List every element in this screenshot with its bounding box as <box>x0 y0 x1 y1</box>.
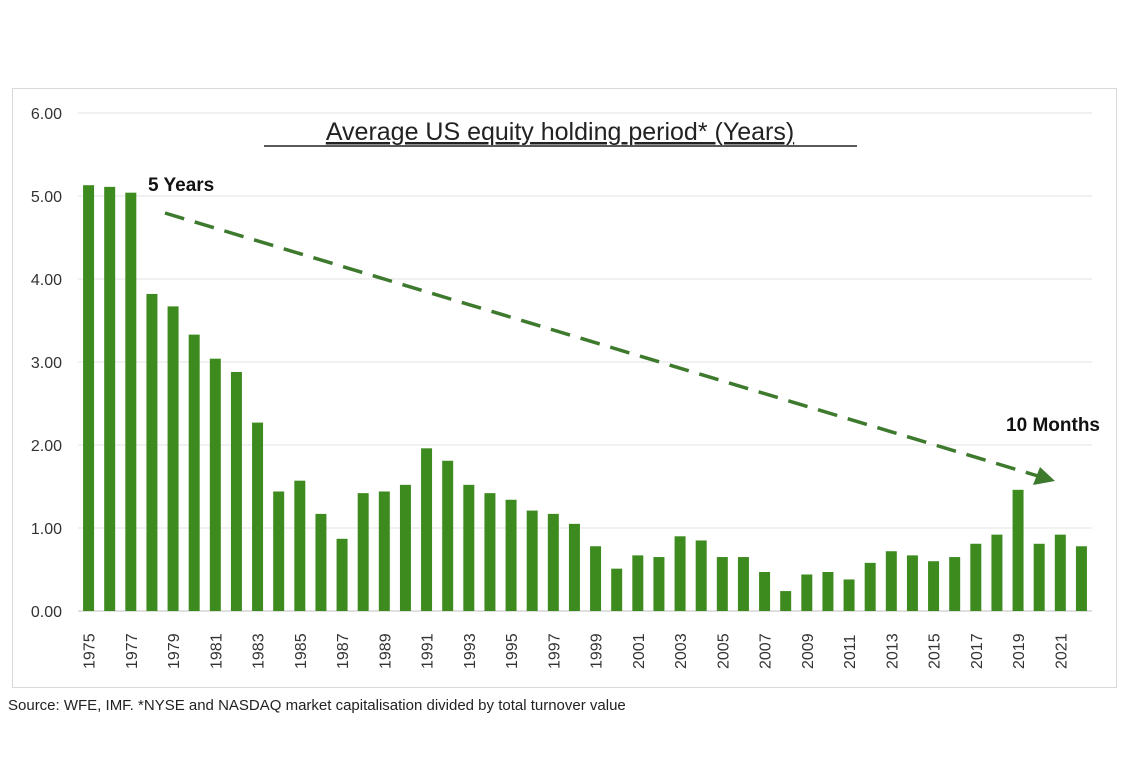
bar-2000 <box>611 568 623 611</box>
bar-2008 <box>780 591 792 611</box>
bar-1988 <box>357 493 369 611</box>
chart-title: Average US equity holding period* (Years… <box>326 118 794 146</box>
bar-2007 <box>759 571 771 611</box>
source-note: Source: WFE, IMF. *NYSE and NASDAQ marke… <box>8 697 626 714</box>
bar-2010 <box>822 571 834 611</box>
x-tick-label: 1991 <box>420 633 437 669</box>
bar-1992 <box>442 460 454 611</box>
bar-2009 <box>801 574 813 611</box>
bar-1996 <box>526 510 538 611</box>
y-tick-label: 0.00 <box>31 604 62 621</box>
gridlines <box>78 112 1092 612</box>
bar-2001 <box>632 555 644 611</box>
chart-frame <box>12 88 1117 688</box>
x-tick-label: 2009 <box>800 633 817 669</box>
y-tick-label: 6.00 <box>31 106 62 123</box>
bar-1999 <box>590 546 602 611</box>
x-tick-label: 1987 <box>335 633 352 669</box>
bar-2012 <box>864 562 876 611</box>
bar-2017 <box>970 543 982 611</box>
x-tick-label: 1995 <box>504 633 521 669</box>
bar-1976 <box>104 186 116 611</box>
x-tick-label: 1993 <box>462 633 479 669</box>
bar-1993 <box>463 484 475 611</box>
bar-2022 <box>1075 546 1087 611</box>
x-tick-label: 2019 <box>1011 633 1028 669</box>
annotation-10-months: 10 Months <box>1006 415 1100 436</box>
x-tick-label: 2001 <box>631 633 648 669</box>
x-tick-label: 2003 <box>673 633 690 669</box>
bar-2011 <box>843 579 855 611</box>
bar-1980 <box>188 334 200 611</box>
bar-1979 <box>167 306 179 611</box>
bar-1998 <box>568 523 580 611</box>
x-tick-label: 1999 <box>589 633 606 669</box>
x-tick-label: 2011 <box>842 634 859 669</box>
bar-2002 <box>653 557 665 611</box>
bar-2003 <box>674 536 686 611</box>
bar-1977 <box>125 192 137 611</box>
x-tick-label: 1989 <box>377 633 394 669</box>
bar-1991 <box>421 448 433 611</box>
bar-1984 <box>273 491 285 611</box>
y-tick-label: 5.00 <box>31 189 62 206</box>
x-tick-label: 1977 <box>124 633 141 669</box>
bar-1987 <box>336 538 348 611</box>
bar-1989 <box>378 491 390 611</box>
bar-1982 <box>230 371 242 611</box>
bar-1997 <box>547 513 559 611</box>
bar-2018 <box>991 534 1003 611</box>
x-tick-label: 1981 <box>208 633 225 669</box>
x-tick-label: 1975 <box>82 633 99 669</box>
bar-1983 <box>252 422 264 611</box>
annotation-5-years: 5 Years <box>148 175 214 196</box>
x-tick-label: 2017 <box>969 633 986 669</box>
bar-1990 <box>399 484 411 611</box>
bar-2005 <box>716 557 728 611</box>
x-tick-label: 2015 <box>927 633 944 669</box>
bar-1978 <box>146 293 158 611</box>
x-tick-label: 1985 <box>293 633 310 669</box>
x-axis-ticks: 1975 1977 1979 1981 1983 1985 1987 1989 1991 1993… <box>82 633 1071 669</box>
bars <box>83 185 1087 611</box>
bar-1975 <box>83 185 95 611</box>
x-tick-label: 2021 <box>1053 633 1070 669</box>
trend-arrow-line <box>164 211 1039 478</box>
bar-2021 <box>1054 534 1066 611</box>
x-tick-label: 1979 <box>166 633 183 669</box>
y-axis-ticks: 0.00 1.00 2.00 3.00 4.00 5.00 6.00 <box>31 106 62 621</box>
x-tick-label: 1997 <box>546 633 563 669</box>
bar-2006 <box>737 557 749 611</box>
y-tick-label: 3.00 <box>31 355 62 372</box>
bar-2019 <box>1012 489 1024 611</box>
x-tick-label: 2005 <box>715 633 732 669</box>
y-tick-label: 1.00 <box>31 521 62 538</box>
x-tick-label: 1983 <box>251 633 268 669</box>
trend-arrow-head <box>1033 467 1055 485</box>
bar-2016 <box>949 557 961 611</box>
y-tick-label: 4.00 <box>31 272 62 289</box>
bar-1985 <box>294 480 306 611</box>
bar-2015 <box>928 561 940 611</box>
bar-2013 <box>885 551 897 611</box>
bar-1981 <box>209 358 221 611</box>
x-tick-label: 2013 <box>884 633 901 669</box>
bar-1995 <box>505 499 517 611</box>
bar-1986 <box>315 513 327 611</box>
bar-2004 <box>695 540 707 611</box>
x-tick-label: 2007 <box>758 633 775 669</box>
bar-2020 <box>1033 543 1045 611</box>
bar-1994 <box>484 493 496 611</box>
bar-2014 <box>906 555 918 611</box>
y-tick-label: 2.00 <box>31 438 62 455</box>
